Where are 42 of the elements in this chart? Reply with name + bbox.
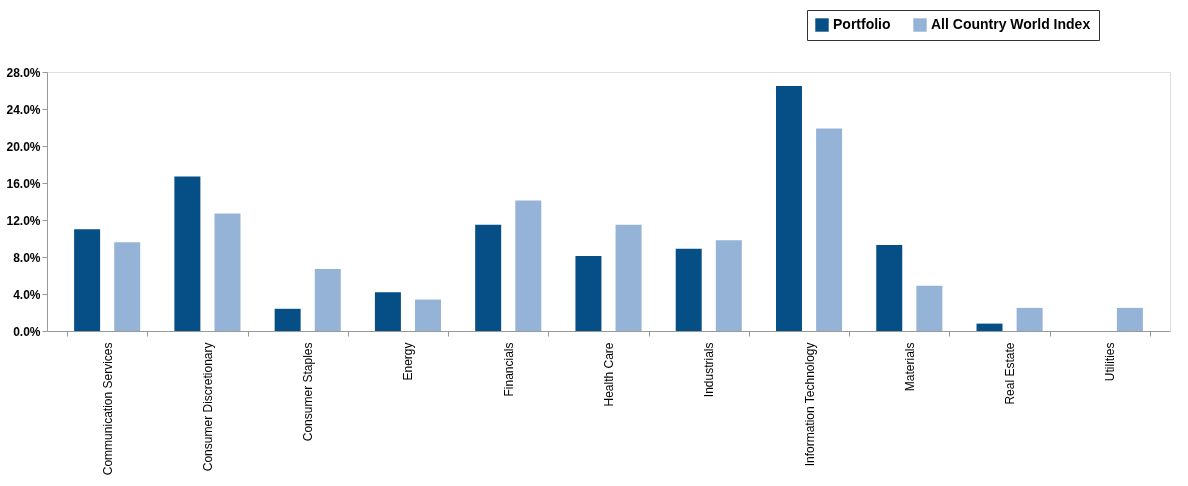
x-tick-label: Information Technology <box>802 342 817 467</box>
bar <box>274 308 301 331</box>
bar <box>816 128 843 331</box>
bar <box>1016 307 1043 331</box>
x-tick-label: Financials <box>501 342 516 397</box>
legend-label: All Country World Index <box>931 16 1091 32</box>
bar <box>314 269 341 331</box>
x-tick-label: Health Care <box>602 342 616 407</box>
y-tick-label: 0.0% <box>13 324 41 339</box>
bar <box>976 323 1003 331</box>
y-tick-label: 20.0% <box>6 139 41 154</box>
x-tick-label: Consumer Discretionary <box>200 342 215 472</box>
legend-label: Portfolio <box>833 16 891 32</box>
y-tick-label: 8.0% <box>13 250 41 265</box>
x-tick-label: Materials <box>902 342 917 392</box>
bar <box>515 200 542 331</box>
x-tick-label: Consumer Staples <box>301 342 316 442</box>
bar <box>775 85 802 331</box>
bar <box>615 224 642 331</box>
bar <box>715 240 742 331</box>
y-tick-label: 28.0% <box>6 65 41 80</box>
bar <box>916 285 943 331</box>
x-tick-label: Communication Services <box>100 342 115 476</box>
bar <box>174 176 201 331</box>
bar <box>114 242 141 331</box>
bar <box>374 292 401 331</box>
y-tick-label: 16.0% <box>6 176 41 191</box>
x-tick-label: Industrials <box>702 342 717 398</box>
y-tick-label: 24.0% <box>6 102 41 117</box>
x-tick-label: Energy <box>401 342 416 381</box>
bar <box>575 256 602 331</box>
bar <box>1116 307 1143 331</box>
bar <box>675 248 702 331</box>
y-tick-label: 4.0% <box>13 287 41 302</box>
x-tick-label: Utilities <box>1103 342 1118 382</box>
bar <box>74 229 101 331</box>
y-tick-label: 12.0% <box>6 213 41 228</box>
bar <box>214 213 241 331</box>
bar <box>876 244 903 331</box>
bar <box>415 299 442 331</box>
x-tick-label: Real Estate <box>1003 342 1018 405</box>
bar <box>475 224 502 331</box>
